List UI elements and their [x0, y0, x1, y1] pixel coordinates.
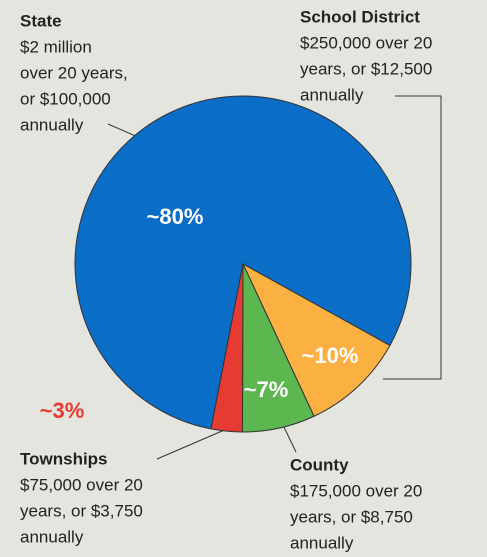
category-description: over 20 years,: [20, 63, 128, 82]
category-description: years, or $12,500: [300, 59, 432, 78]
category-description: $2 million: [20, 37, 92, 56]
category-description: or $100,000: [20, 89, 111, 108]
category-description: $175,000 over 20: [290, 481, 422, 500]
category-description: $250,000 over 20: [300, 33, 432, 52]
value-label: ~80%: [147, 204, 204, 229]
category-description: $75,000 over 20: [20, 475, 143, 494]
category-label: State: [20, 11, 62, 30]
category-description: years, or $3,750: [20, 501, 143, 520]
category-description: annually: [300, 85, 364, 104]
pie-slice: [241, 262, 391, 417]
leader-line: [281, 422, 297, 453]
leader-line: [383, 95, 442, 380]
category-description: annually: [20, 115, 84, 134]
pie-slice: [74, 95, 412, 430]
category-label: Townships: [20, 449, 108, 468]
value-label: ~7%: [244, 377, 289, 402]
category-description: annually: [290, 533, 354, 552]
value-label: ~3%: [40, 398, 85, 423]
category-label: County: [290, 455, 349, 474]
category-label: School District: [300, 7, 420, 26]
category-description: years, or $8,750: [290, 507, 413, 526]
category-description: annually: [20, 527, 84, 546]
value-label: ~10%: [302, 343, 359, 368]
pie-slice: [210, 263, 244, 433]
leader-line: [156, 427, 230, 460]
